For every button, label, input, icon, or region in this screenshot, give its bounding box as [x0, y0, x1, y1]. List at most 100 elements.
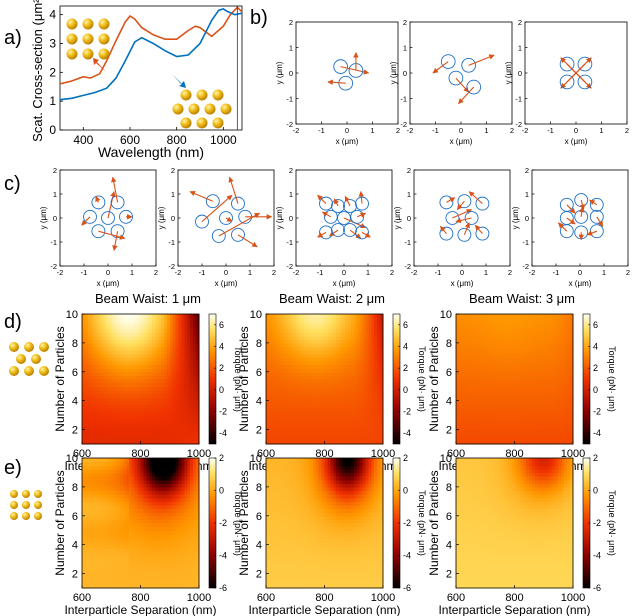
panel-d-heatmap-cell	[306, 418, 311, 423]
panel-d-heatmap-cell	[380, 429, 384, 434]
panel-d-heatmap-cell	[292, 332, 296, 337]
panel-d-heatmap-cell	[508, 389, 513, 395]
panel-d-heatmap-cell	[304, 357, 308, 362]
panel-d-heatmap-cell	[277, 317, 282, 322]
panel-d-heatmap-cell	[464, 433, 469, 438]
gold-nanoparticle-icon	[24, 366, 34, 376]
panel-d-heatmap-cell	[374, 328, 378, 333]
panel-d-heatmap-cell	[494, 346, 498, 351]
panel-d-heatmap-cell	[304, 415, 308, 420]
panel-d-heatmap-cell	[105, 368, 109, 373]
panel-d-heatmap-cell	[534, 339, 539, 344]
panel-d-heatmap-cell	[505, 418, 510, 423]
panel-d-heatmap-cell	[561, 364, 565, 369]
panel-d-heatmap-cell	[508, 436, 513, 441]
panel-d-heatmap-cell	[339, 397, 343, 402]
panel-d-heatmap-cell	[158, 335, 162, 340]
panel-d-heatmap-cell	[318, 422, 323, 427]
panel-d-heatmap-cell	[350, 400, 355, 405]
panel-d-heatmap-cell	[82, 328, 86, 333]
panel-d-heatmap-cell	[327, 429, 331, 434]
panel-d-heatmap-cell	[479, 440, 483, 445]
panel-d-heatmap-cell	[175, 317, 180, 322]
panel-d-heatmap-cell	[268, 335, 273, 340]
panel-d-heatmap-cell	[537, 368, 542, 373]
panel-d-heatmap-cell	[295, 342, 299, 348]
panel-d-heatmap-cell	[289, 407, 293, 413]
panel-d-heatmap-cell	[499, 429, 504, 434]
panel-d-heatmap-cell	[567, 436, 571, 441]
panel-d-heatmap-cell	[339, 324, 343, 330]
panel-d-heatmap-cell	[158, 350, 162, 355]
panel-d-heatmap-cell	[146, 375, 150, 380]
panel-d-heatmap-cell	[178, 342, 183, 348]
panel-d-heatmap-cell	[318, 393, 323, 398]
panel-e-heatmap-cell	[93, 580, 98, 585]
panel-d-heatmap-cell	[570, 317, 574, 322]
panel-d-heatmap-cell	[166, 350, 171, 355]
panel-d-heatmap-cell	[196, 368, 200, 373]
panel-d-heatmap-cell	[166, 418, 171, 423]
panel-d-heatmap-cell	[523, 357, 527, 362]
panel-d-heatmap-cell	[286, 397, 290, 402]
panel-d-heatmap-cell	[499, 386, 504, 391]
panel-d-heatmap-cell	[456, 360, 460, 366]
panel-d-heatmap-cell	[552, 404, 557, 409]
panel-d-heatmap-cell	[342, 346, 346, 351]
panel-d-heatmap-cell	[117, 389, 121, 395]
panel-d-heatmap-cell	[137, 411, 142, 416]
panel-d-heatmap-cell	[90, 360, 95, 366]
panel-e-heatmap-cell	[87, 515, 92, 520]
panel-d-heatmap-cell	[114, 360, 118, 366]
panel-d-heatmap-cell	[502, 407, 507, 413]
panel-e-heatmap-cell	[84, 494, 89, 499]
panel-d-heatmap-cell	[342, 389, 346, 395]
panel-d-heatmap-cell	[458, 404, 463, 409]
panel-d-heatmap-cell	[155, 364, 159, 369]
panel-d-heatmap-cell	[532, 335, 536, 340]
panel-d-heatmap-cell	[160, 339, 165, 344]
panel-d-heatmap-cell	[175, 425, 180, 431]
panel-d-heatmap-cell	[476, 339, 480, 344]
panel-d-heatmap-cell	[555, 335, 559, 340]
panel-d-heatmap-cell	[461, 371, 466, 376]
panel-d-heatmap-cell	[476, 389, 480, 395]
panel-d-heatmap-cell	[166, 342, 171, 348]
panel-d-heatmap-cell	[143, 436, 147, 441]
panel-e-heatmap-cell	[93, 479, 98, 484]
panel-d-heatmap-cell	[266, 429, 270, 434]
panel-d-heatmap-cell	[456, 353, 460, 358]
panel-d-heatmap-cell	[137, 342, 142, 348]
panel-e-heatmap-cell	[93, 562, 98, 567]
panel-d-heatmap-cell	[289, 418, 293, 423]
panel-d-heatmap-cell	[517, 418, 521, 423]
panel-d-heatmap-cell	[125, 321, 130, 326]
panel-d-heatmap-cell	[140, 440, 145, 445]
panel-d-heatmap-cell	[158, 418, 162, 423]
panel-d-heatmap-cell	[268, 368, 273, 373]
panel-d-heatmap-cell	[377, 368, 381, 373]
panel-d-heatmap-cell	[564, 404, 568, 409]
panel-d-heatmap-cell	[537, 357, 542, 362]
panel-d-heatmap-cell	[508, 317, 513, 322]
panel-e-heatmap-cell	[84, 533, 89, 539]
panel-d-heatmap-cell	[181, 346, 185, 351]
panel-e-heatmap-cell	[93, 497, 98, 502]
panel-d-heatmap-cell	[461, 386, 466, 391]
panel-d-heatmap-cell	[529, 393, 533, 398]
panel-d-heatmap-cell	[339, 317, 343, 322]
panel-d-heatmap-cell	[146, 346, 150, 351]
panel-d-heatmap-cell	[511, 397, 516, 402]
panel-d-heatmap-cell	[523, 371, 527, 376]
panel-d-heatmap-cell	[309, 375, 314, 380]
panel-d-heatmap-cell	[479, 360, 483, 366]
panel-d-heatmap-cell	[380, 425, 384, 431]
panel-d-heatmap-cell	[476, 342, 480, 348]
panel-d-heatmap-cell	[470, 397, 475, 402]
panel-d-heatmap-cell	[508, 379, 513, 384]
panel-d-heatmap-cell	[508, 342, 513, 348]
panel-d-heatmap-cell	[523, 422, 527, 427]
panel-d-heatmap-cell	[149, 328, 153, 333]
panel-e-heatmap-cell	[93, 486, 98, 492]
panel-d-heatmap-cell	[149, 415, 153, 420]
